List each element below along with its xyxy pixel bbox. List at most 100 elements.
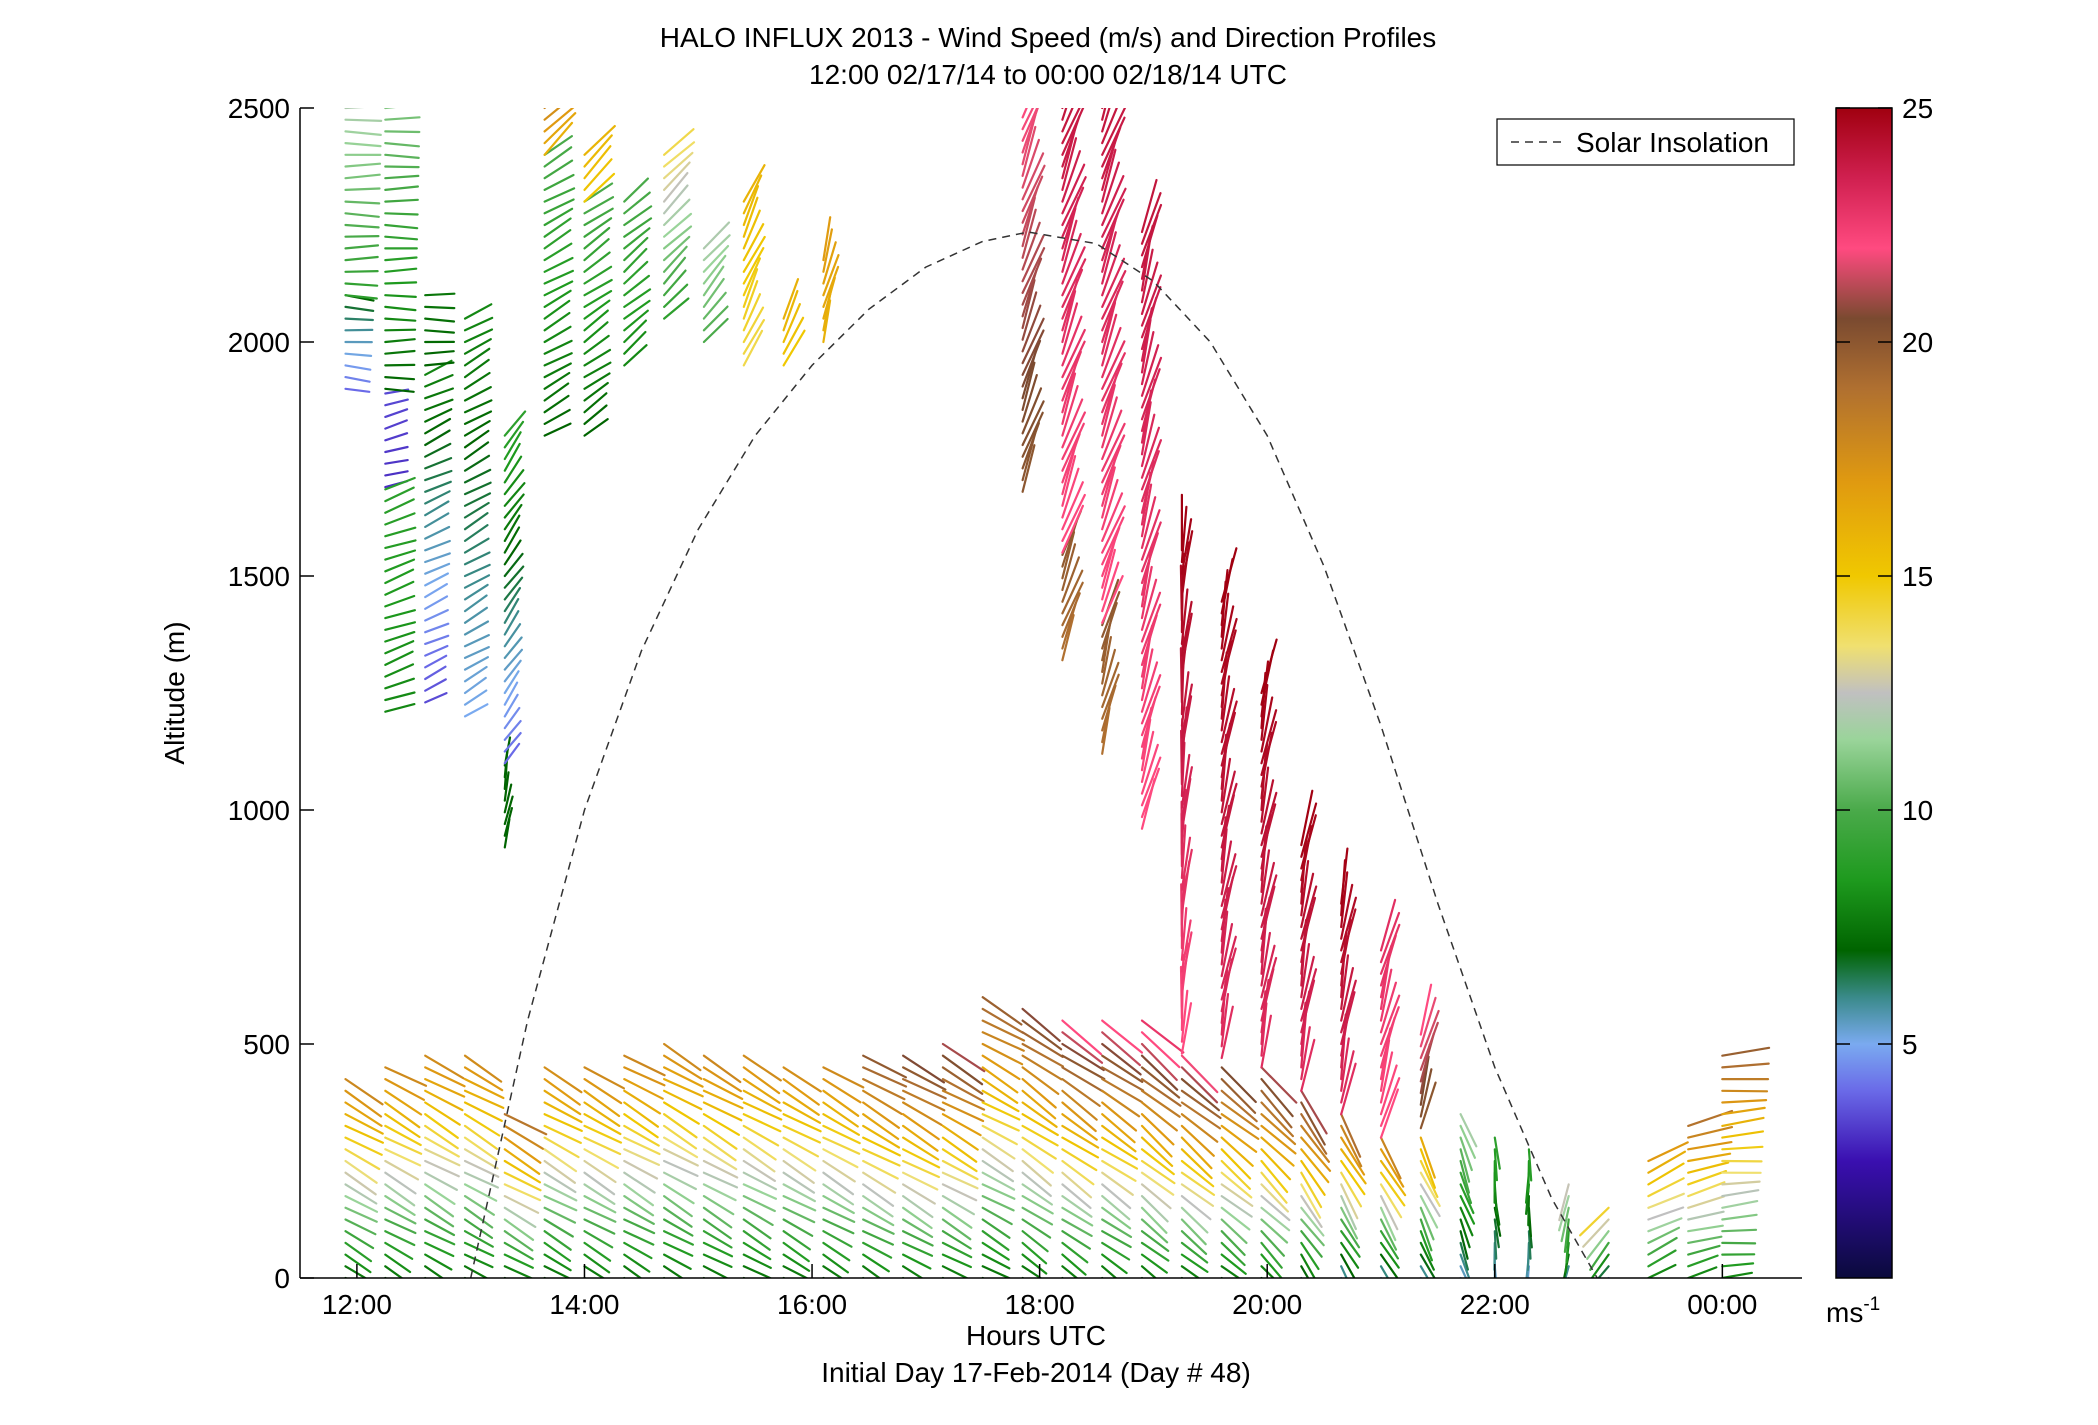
wind-vector <box>1061 432 1081 484</box>
wind-vector <box>901 1194 934 1219</box>
wind-vector <box>1061 108 1085 156</box>
wind-vector <box>344 223 380 229</box>
wind-vector <box>1419 1136 1436 1179</box>
x-tick-label: 22:00 <box>1460 1289 1530 1320</box>
wind-vector <box>424 691 448 704</box>
wind-vector <box>1021 138 1041 189</box>
wind-vector <box>384 1077 425 1101</box>
wind-vector <box>742 329 764 367</box>
wind-vector <box>1340 1136 1366 1176</box>
wind-vector <box>1379 1253 1399 1278</box>
wind-vector <box>424 1159 460 1178</box>
wind-vector <box>1459 1171 1473 1205</box>
wind-vector <box>702 1171 739 1189</box>
chart-subtitle: 12:00 02/17/14 to 00:00 02/18/14 UTC <box>809 59 1287 90</box>
x-tick-label: 20:00 <box>1232 1289 1302 1320</box>
wind-vector <box>1021 387 1043 435</box>
wind-vector <box>1589 1241 1610 1271</box>
wind-vector <box>463 1194 495 1216</box>
wind-vector <box>742 1206 774 1227</box>
wind-vector <box>623 299 651 320</box>
wind-vector <box>344 376 371 383</box>
wind-vector <box>1220 1183 1254 1208</box>
wind-vector <box>742 185 760 227</box>
wind-vector <box>384 432 409 442</box>
wind-vector <box>463 665 488 683</box>
wind-vector <box>1140 483 1153 538</box>
wind-vector <box>1340 1183 1359 1220</box>
wind-vector <box>1260 779 1275 835</box>
wind-vector <box>1721 1116 1765 1128</box>
wind-vector <box>822 1253 850 1274</box>
wind-vector <box>941 1066 984 1095</box>
wind-vector <box>1220 1265 1241 1278</box>
colorbar-tick-label: 10 <box>1902 795 1933 826</box>
wind-vector <box>1647 1141 1689 1163</box>
wind-vector <box>463 1276 467 1278</box>
wind-vector <box>901 1159 941 1179</box>
wind-vector <box>1220 865 1238 919</box>
wind-vector <box>384 349 416 355</box>
wind-vector <box>702 254 727 285</box>
wind-vector <box>941 1265 970 1278</box>
wind-vector <box>1419 1055 1430 1106</box>
wind-vector <box>1101 313 1118 367</box>
wind-vector <box>1563 1218 1570 1254</box>
wind-vector <box>1101 326 1122 379</box>
wind-vector <box>1647 1192 1685 1209</box>
wind-vector <box>1180 1054 1219 1094</box>
wind-vector <box>1061 163 1086 215</box>
wind-vector <box>1300 1265 1310 1278</box>
wind-vector <box>1101 590 1121 638</box>
wind-vector <box>1021 1054 1063 1081</box>
wind-vector <box>862 1101 901 1129</box>
wind-vector <box>623 1218 656 1235</box>
wind-vector <box>662 1159 699 1178</box>
wind-vector <box>1180 836 1192 891</box>
wind-vector <box>1300 955 1315 1011</box>
wind-vector <box>344 212 380 218</box>
wind-vector <box>1180 931 1193 985</box>
wind-vector <box>662 1054 703 1080</box>
wind-vector <box>424 317 456 323</box>
wind-vector <box>344 1159 378 1184</box>
wind-vector <box>1180 1253 1209 1274</box>
colorbar-unit-exponent: -1 <box>1863 1294 1880 1315</box>
colorbar-gradient <box>1835 107 1893 1279</box>
wind-vector <box>742 306 765 344</box>
wind-vector <box>1379 1159 1407 1197</box>
wind-profile <box>1459 1113 1478 1278</box>
wind-vector <box>1061 1265 1079 1278</box>
wind-vector <box>463 410 493 425</box>
wind-vector <box>1021 125 1037 177</box>
wind-vector <box>463 1101 503 1123</box>
wind-vector <box>1260 1230 1286 1257</box>
wind-vector <box>1647 1226 1681 1245</box>
wind-vector <box>344 1113 384 1135</box>
wind-vector <box>1527 1230 1532 1260</box>
wind-vector <box>543 108 547 110</box>
wind-vector <box>862 1218 895 1235</box>
wind-vector <box>1687 1195 1726 1209</box>
wind-vector <box>344 130 382 136</box>
wind-vector <box>384 1230 416 1247</box>
wind-vector <box>384 256 418 262</box>
wind-vector <box>463 563 491 578</box>
wind-vector <box>1379 1265 1390 1278</box>
wind-vector <box>543 217 572 238</box>
wind-vector <box>742 209 761 250</box>
wind-vector <box>503 503 523 531</box>
wind-vector <box>1260 1002 1268 1057</box>
wind-vector <box>1590 1253 1610 1278</box>
wind-vector <box>503 806 513 837</box>
wind-vector <box>742 235 766 273</box>
wind-vector <box>1140 344 1160 397</box>
wind-vector <box>981 1113 1020 1132</box>
wind-vector <box>1140 730 1155 784</box>
wind-vector <box>503 431 522 461</box>
wind-vector <box>1101 1276 1104 1278</box>
wind-vector <box>1021 411 1044 458</box>
wind-vector <box>424 1089 464 1112</box>
wind-vector <box>1558 1183 1570 1222</box>
wind-vector <box>1061 422 1085 472</box>
